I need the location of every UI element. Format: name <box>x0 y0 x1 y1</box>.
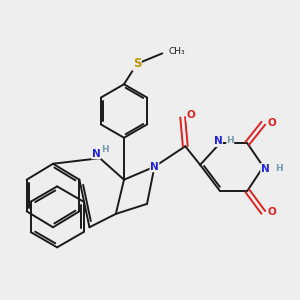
Text: N: N <box>214 136 222 146</box>
Text: H: H <box>275 164 283 173</box>
Text: O: O <box>187 110 195 120</box>
Text: H: H <box>226 136 234 145</box>
Text: H: H <box>101 145 109 154</box>
Text: S: S <box>133 57 141 70</box>
Text: O: O <box>267 118 276 128</box>
Text: N: N <box>261 164 269 174</box>
Text: O: O <box>267 207 276 218</box>
Text: N: N <box>92 149 100 159</box>
Text: CH₃: CH₃ <box>169 47 186 56</box>
Text: N: N <box>150 162 159 172</box>
